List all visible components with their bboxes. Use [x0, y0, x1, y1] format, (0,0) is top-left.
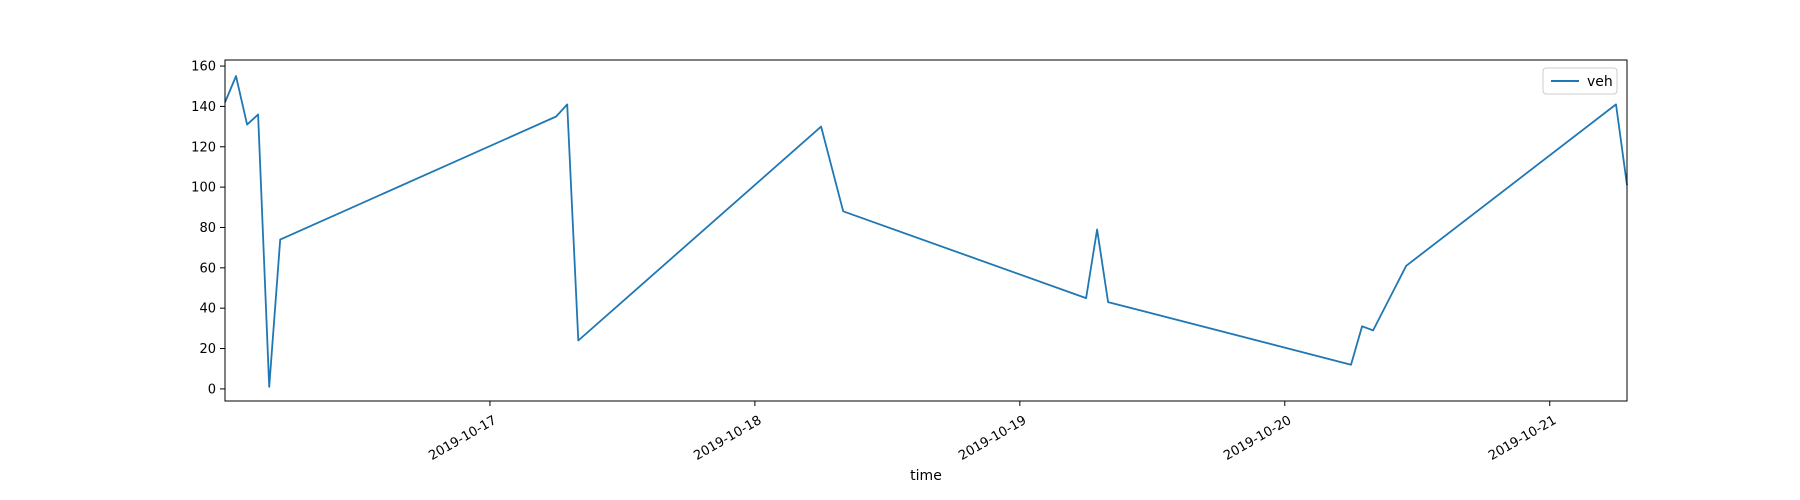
x-tick-label: 2019-10-21 [1486, 413, 1559, 464]
y-tick-label: 60 [199, 261, 216, 276]
x-tick-label: 2019-10-20 [1221, 413, 1294, 464]
legend-box [1542, 67, 1618, 95]
y-tick-label: 80 [199, 221, 216, 236]
plot-frame [224, 59, 1628, 402]
y-axis-ticks: 0 20 40 60 80 100 120 140 160 [191, 60, 225, 397]
y-tick-label: 140 [191, 100, 216, 115]
x-tick-label: 2019-10-19 [956, 413, 1029, 464]
legend: veh [1542, 67, 1618, 95]
series-layer [224, 75, 1628, 388]
y-tick-label: 160 [191, 60, 216, 75]
x-tick-label: 2019-10-18 [691, 413, 764, 464]
x-tick-label: 2019-10-17 [426, 413, 499, 464]
legend-label-veh: veh [1587, 74, 1613, 90]
x-axis-ticks: 2019-10-17 2019-10-18 2019-10-19 2019-10-20… [426, 401, 1559, 464]
x-axis-label: time [910, 468, 942, 484]
series-line-veh [224, 75, 1628, 388]
y-tick-label: 100 [191, 181, 216, 196]
y-tick-label: 0 [208, 382, 216, 397]
y-tick-label: 120 [191, 140, 216, 155]
y-tick-label: 20 [199, 342, 216, 357]
y-tick-label: 40 [199, 302, 216, 317]
